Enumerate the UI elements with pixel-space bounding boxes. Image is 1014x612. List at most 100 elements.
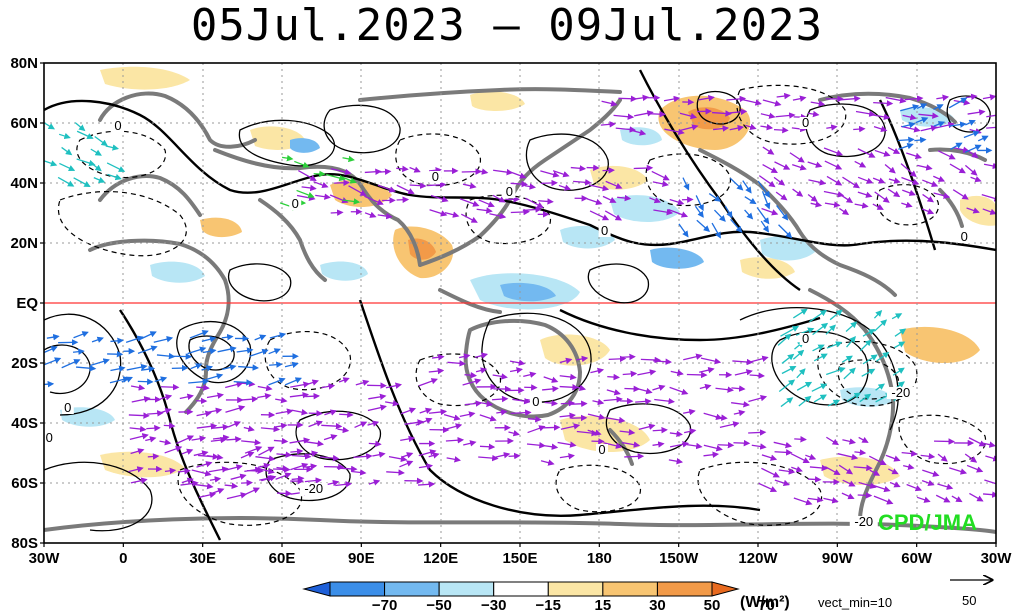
flux-vector	[268, 377, 286, 386]
flux-vector	[952, 189, 969, 200]
flux-vector	[73, 177, 91, 187]
flux-vector	[221, 333, 234, 341]
flux-vector	[130, 477, 148, 484]
flux-vector	[668, 208, 689, 218]
flux-vector	[983, 491, 996, 498]
flux-vector	[211, 423, 230, 431]
flux-vector	[290, 462, 309, 471]
colorbar-units: (W/m²)	[740, 594, 790, 611]
flux-vector	[885, 96, 907, 104]
contour-label-bg	[299, 483, 328, 495]
flux-vector	[872, 177, 886, 184]
flux-vector	[841, 355, 853, 363]
flux-vector	[492, 395, 509, 403]
flux-vector	[106, 162, 126, 172]
flux-vector	[617, 194, 632, 202]
flux-vector	[154, 376, 168, 383]
flux-vector	[44, 122, 55, 130]
flux-vector	[781, 353, 795, 364]
lon-label: 120E	[423, 550, 458, 567]
flux-vector	[273, 466, 291, 473]
flux-vector	[236, 347, 254, 354]
flux-vector	[576, 355, 589, 363]
flux-vector	[669, 430, 683, 438]
flux-vector	[859, 393, 872, 403]
lon-label: 150E	[502, 550, 537, 567]
flux-vector	[826, 341, 843, 349]
flux-vector	[105, 144, 120, 151]
flux-vector	[91, 336, 104, 343]
flux-vector	[694, 205, 704, 218]
flux-vector	[400, 435, 416, 443]
colorbar-cell	[493, 581, 549, 597]
flux-vector	[257, 462, 271, 470]
flux-vector	[842, 176, 860, 189]
flux-vector	[854, 160, 867, 168]
flux-vector	[854, 449, 867, 456]
flux-vector	[308, 420, 323, 428]
flux-vector	[713, 125, 730, 132]
lon-label: 30W	[981, 550, 1013, 567]
flux-vector	[107, 173, 122, 181]
flux-vector	[921, 208, 935, 215]
flux-vector	[624, 453, 645, 460]
flux-vector	[243, 487, 260, 496]
flux-vector	[874, 149, 891, 157]
flux-vector	[458, 353, 471, 360]
flux-vector	[699, 366, 715, 374]
flux-vector	[869, 469, 881, 476]
flux-vector	[613, 113, 635, 120]
flux-vector	[137, 331, 157, 341]
flux-vector	[290, 381, 310, 388]
flux-vector	[619, 428, 636, 436]
flux-vector	[808, 179, 827, 186]
colorbar-cell	[602, 581, 658, 597]
flux-vector	[933, 104, 944, 111]
flux-vector	[476, 207, 493, 214]
flux-vector	[968, 437, 986, 447]
flux-vector	[226, 436, 242, 443]
flux-vector	[715, 414, 728, 421]
flux-vector	[557, 441, 577, 448]
flux-vector	[733, 439, 751, 447]
flux-vector	[630, 129, 647, 136]
flux-vector	[810, 201, 823, 208]
flux-vector	[963, 130, 980, 139]
flux-vector	[478, 454, 499, 462]
flux-vector	[964, 144, 982, 153]
flux-vector	[902, 113, 917, 121]
flux-vector	[418, 449, 437, 457]
flux-vector	[653, 208, 674, 216]
flux-vector	[323, 434, 338, 441]
flux-vector	[509, 367, 523, 374]
flux-vector	[605, 180, 623, 189]
flux-vector	[608, 355, 627, 363]
flux-vector	[294, 160, 310, 168]
flux-vector	[559, 373, 577, 381]
flux-vector	[950, 142, 963, 150]
flux-vector	[419, 407, 433, 414]
flux-vector	[592, 398, 605, 406]
flux-vector	[188, 378, 210, 385]
flux-vector	[193, 450, 209, 457]
flux-vector	[364, 211, 377, 218]
flux-vector	[921, 479, 935, 487]
flux-vector	[621, 353, 636, 361]
flux-vector	[428, 408, 448, 416]
flux-vector	[257, 384, 273, 392]
flux-vector	[189, 330, 209, 339]
flux-vector	[510, 208, 530, 216]
reference-vector-value: 50	[962, 593, 976, 608]
flux-vector	[780, 397, 794, 408]
flux-vector	[289, 437, 311, 444]
flux-vector	[807, 193, 818, 202]
flux-vector	[854, 202, 869, 209]
flux-vector	[841, 492, 855, 500]
contour-label: -20	[854, 514, 873, 529]
flux-vector	[761, 191, 771, 210]
flux-vector	[774, 449, 793, 456]
flux-vector	[906, 152, 922, 160]
flux-vector	[699, 383, 712, 391]
flux-vector	[686, 442, 703, 450]
flux-vector	[810, 100, 826, 107]
